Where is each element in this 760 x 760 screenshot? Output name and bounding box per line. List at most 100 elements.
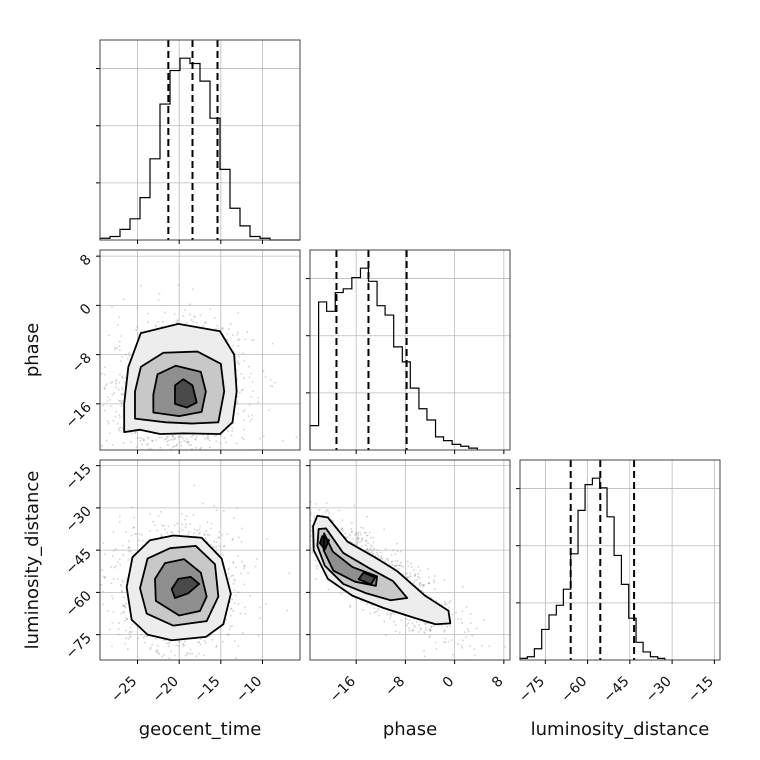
scatter-point (241, 560, 243, 563)
scatter-point (430, 626, 433, 628)
scatter-point (120, 405, 123, 407)
scatter-point (461, 622, 464, 624)
scatter-point (254, 565, 257, 568)
scatter-point (115, 410, 117, 413)
scatter-point (377, 555, 379, 557)
scatter-point (182, 644, 184, 647)
scatter-point (156, 529, 159, 532)
scatter-point (207, 438, 209, 440)
scatter-point (428, 576, 430, 579)
scatter-point (121, 386, 123, 389)
scatter-point (251, 418, 253, 421)
scatter-point (113, 549, 115, 552)
marginal-panel-geocent_time (96, 39, 301, 244)
contour-line (134, 350, 226, 425)
panel-background (520, 460, 720, 660)
scatter-point (394, 560, 397, 562)
scatter-point (185, 515, 188, 518)
scatter-point (159, 446, 162, 449)
scatter-point (120, 335, 123, 337)
scatter-point (118, 345, 121, 347)
scatter-point (118, 558, 121, 561)
scatter-point (430, 597, 432, 599)
x-axis-title: phase (383, 719, 437, 740)
scatter-point (108, 432, 111, 435)
scatter-point (365, 540, 367, 542)
scatter-point (179, 441, 182, 443)
scatter-point (338, 509, 341, 512)
scatter-point (268, 409, 270, 411)
scatter-point (131, 631, 133, 633)
scatter-point (150, 448, 153, 450)
scatter-point (243, 438, 245, 440)
scatter-point (240, 373, 242, 375)
scatter-point (110, 405, 113, 407)
scatter-point (193, 315, 196, 318)
scatter-point (110, 582, 113, 585)
scatter-point (423, 584, 425, 586)
scatter-point (147, 437, 150, 440)
scatter-point (247, 415, 250, 417)
scatter-point (300, 525, 302, 527)
x-tick-label: −8 (382, 674, 408, 700)
scatter-point (129, 626, 131, 629)
scatter-point (345, 537, 347, 539)
scatter-point (463, 631, 466, 634)
scatter-point (417, 573, 420, 575)
scatter-point (465, 636, 467, 639)
scatter-point (316, 567, 318, 570)
scatter-point (116, 578, 119, 580)
marginal-panel-luminosity_distance (516, 459, 721, 664)
scatter-point (134, 431, 137, 433)
scatter-point (418, 576, 421, 579)
scatter-point (418, 624, 420, 626)
scatter-point (365, 539, 368, 542)
scatter-point (105, 439, 108, 442)
x-tick-label: −10 (233, 674, 265, 706)
scatter-point (170, 438, 172, 441)
scatter-point (238, 338, 241, 341)
scatter-point (168, 439, 170, 442)
scatter-point (375, 551, 378, 554)
scatter-point (385, 562, 388, 564)
scatter-point (418, 584, 421, 586)
scatter-point (372, 541, 375, 543)
scatter-point (189, 303, 191, 306)
scatter-point (231, 427, 234, 430)
scatter-point (428, 582, 431, 585)
scatter-point (259, 617, 261, 620)
scatter-point (229, 601, 231, 603)
scatter-point (103, 387, 106, 390)
scatter-point (169, 448, 172, 450)
scatter-point (163, 458, 165, 460)
scatter-point (249, 372, 252, 375)
scatter-point (413, 581, 416, 584)
scatter-point (378, 614, 381, 617)
scatter-point (217, 553, 220, 555)
scatter-point (380, 555, 382, 558)
contour-line (125, 534, 232, 642)
scatter-point (389, 613, 392, 615)
scatter-point (308, 539, 310, 541)
scatter-point (234, 657, 237, 660)
scatter-point (110, 566, 112, 568)
scatter-point (308, 532, 310, 534)
scatter-point (232, 344, 234, 347)
scatter-point (191, 452, 193, 454)
scatter-point (443, 600, 446, 603)
scatter-point (446, 625, 448, 628)
scatter-point (124, 606, 127, 609)
scatter-point (106, 610, 109, 612)
scatter-point (231, 334, 234, 336)
scatter-point (355, 533, 357, 535)
scatter-point (226, 451, 228, 453)
scatter-point (221, 329, 224, 331)
scatter-point (204, 322, 206, 325)
scatter-point (315, 578, 317, 580)
scatter-point (152, 520, 155, 523)
scatter-point (461, 610, 464, 613)
scatter-point (170, 650, 173, 653)
scatter-point (235, 377, 238, 379)
scatter-point (400, 561, 402, 564)
scatter-point (150, 647, 152, 649)
